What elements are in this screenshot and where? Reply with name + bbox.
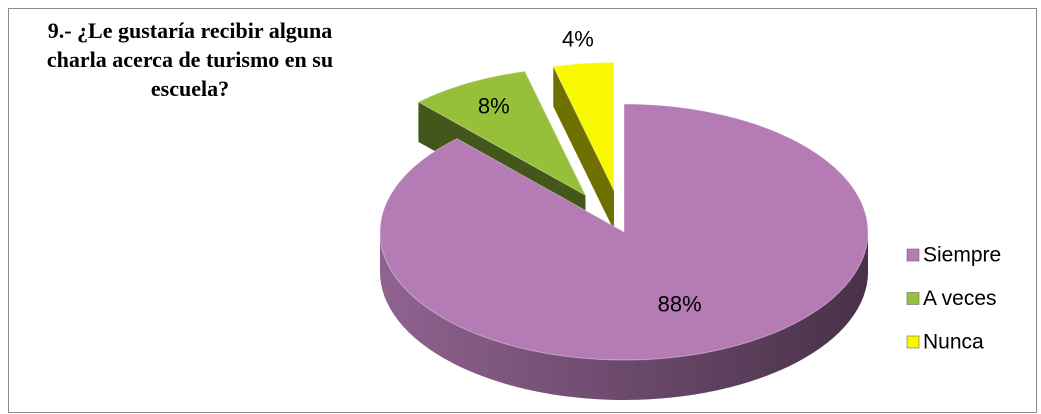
pie-slice xyxy=(417,70,587,197)
data-label: 88% xyxy=(658,292,702,317)
legend-swatch xyxy=(906,248,920,262)
chart-border xyxy=(8,8,1037,413)
legend-label: Nunca xyxy=(923,331,984,354)
data-label: 8% xyxy=(478,94,510,119)
legend-label: A veces xyxy=(923,287,997,310)
legend-swatch xyxy=(906,335,920,349)
legend-swatch xyxy=(906,292,920,305)
slice-face-shade xyxy=(553,66,614,231)
legend-label: Siempre xyxy=(923,244,1001,267)
chart-title: 9.- ¿Le gustaría recibir alguna charla a… xyxy=(46,18,334,101)
data-label: 4% xyxy=(562,26,594,51)
pie-slice xyxy=(379,103,869,361)
pie-slice xyxy=(552,61,615,191)
slice-side-shade xyxy=(380,232,868,400)
